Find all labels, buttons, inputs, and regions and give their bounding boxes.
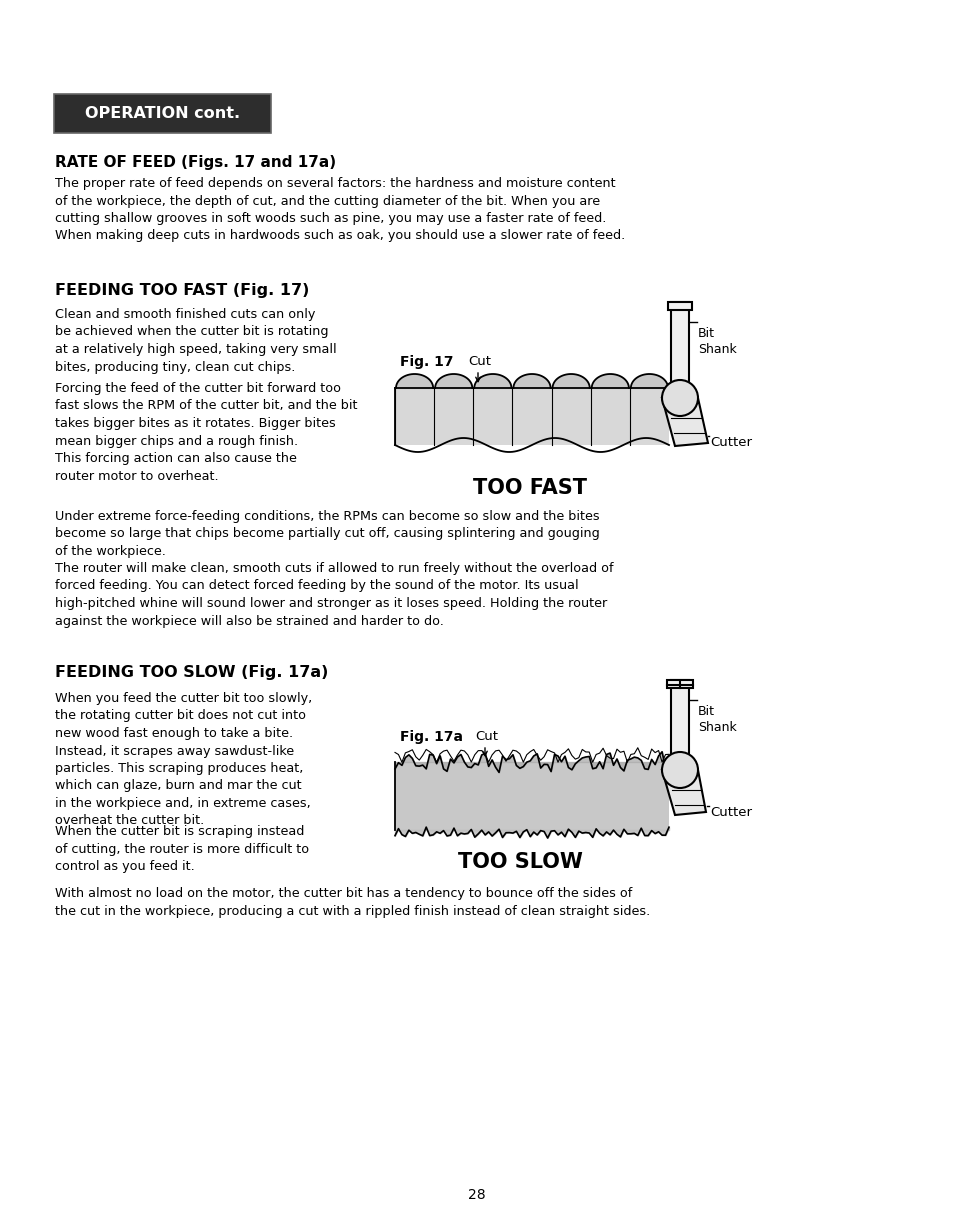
Text: The router will make clean, smooth cuts if allowed to run freely without the ove: The router will make clean, smooth cuts …: [55, 563, 613, 627]
Bar: [395, 762, 668, 830]
Text: When you feed the cutter bit too slowly,
the rotating cutter bit does not cut in: When you feed the cutter bit too slowly,…: [55, 693, 312, 827]
Text: 28: 28: [468, 1188, 485, 1202]
Text: The proper rate of feed depends on several factors: the hardness and moisture co: The proper rate of feed depends on sever…: [55, 177, 624, 243]
Circle shape: [661, 380, 698, 416]
Text: Bit
Shank: Bit Shank: [698, 705, 736, 734]
Text: FEEDING TOO SLOW (Fig. 17a): FEEDING TOO SLOW (Fig. 17a): [55, 665, 328, 680]
Text: Cut: Cut: [468, 355, 491, 368]
Text: Under extreme force-feeding conditions, the RPMs can become so slow and the bite: Under extreme force-feeding conditions, …: [55, 510, 599, 558]
Text: Cutter: Cutter: [709, 436, 751, 450]
Polygon shape: [661, 399, 707, 446]
Bar: [670, 303, 688, 388]
Text: Fig. 17a: Fig. 17a: [399, 730, 462, 744]
Text: With almost no load on the motor, the cutter bit has a tendency to bounce off th: With almost no load on the motor, the cu…: [55, 887, 650, 917]
Text: Bit
Shank: Bit Shank: [698, 327, 736, 356]
Text: Cut: Cut: [475, 730, 497, 744]
Text: Cutter: Cutter: [709, 806, 751, 819]
Text: RATE OF FEED (Figs. 17 and 17a): RATE OF FEED (Figs. 17 and 17a): [55, 156, 335, 170]
Bar: [666, 680, 692, 688]
Circle shape: [661, 752, 698, 789]
Bar: [395, 388, 668, 445]
Polygon shape: [661, 770, 705, 815]
Text: Forcing the feed of the cutter bit forward too
fast slows the RPM of the cutter : Forcing the feed of the cutter bit forwa…: [55, 382, 357, 482]
Bar: [670, 680, 688, 761]
FancyBboxPatch shape: [54, 94, 271, 132]
Text: OPERATION cont.: OPERATION cont.: [85, 106, 240, 122]
Text: TOO FAST: TOO FAST: [473, 477, 586, 498]
Bar: [667, 303, 691, 310]
Text: FEEDING TOO FAST (Fig. 17): FEEDING TOO FAST (Fig. 17): [55, 283, 309, 298]
Text: When the cutter bit is scraping instead
of cutting, the router is more difficult: When the cutter bit is scraping instead …: [55, 825, 309, 874]
Text: TOO SLOW: TOO SLOW: [457, 852, 582, 872]
Text: Fig. 17: Fig. 17: [399, 355, 453, 369]
Text: Clean and smooth finished cuts can only
be achieved when the cutter bit is rotat: Clean and smooth finished cuts can only …: [55, 307, 336, 373]
